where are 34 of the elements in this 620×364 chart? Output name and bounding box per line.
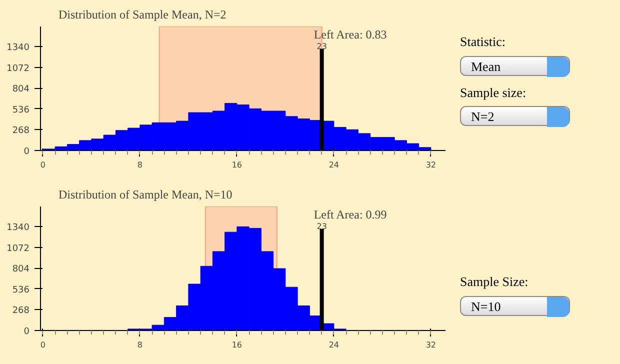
x-tick-label: 8	[137, 340, 142, 350]
text: Sample size:	[460, 84, 528, 102]
x-tick-label: 0	[40, 160, 46, 170]
y-tick-label: 1340	[6, 43, 30, 54]
y-tick-label: 804	[12, 264, 30, 275]
text: Sample Size:	[460, 273, 530, 291]
text: Mean	[460, 56, 570, 76]
text: Statistic:	[460, 33, 506, 51]
text: N=10	[460, 296, 570, 316]
ref-line-label: 23	[316, 42, 327, 51]
x-tick-label: 32	[426, 340, 436, 350]
text: N=2	[460, 106, 570, 126]
y-tick-label: 1072	[6, 64, 30, 74]
x-tick-label: 0	[40, 340, 46, 350]
chart-title: Distribution of Sample Mean, N=2	[58, 8, 226, 22]
y-tick-label: 536	[12, 105, 30, 116]
x-tick-label: 16	[232, 340, 242, 350]
y-tick-label: 1072	[6, 244, 30, 254]
y-tick-label: 0	[24, 147, 30, 157]
x-tick-label: 24	[328, 160, 340, 170]
y-tick-label: 1340	[6, 223, 30, 234]
annotation: Left Area: 0.83	[314, 27, 387, 42]
y-tick-label: 0	[24, 327, 30, 337]
chart-title: Distribution of Sample Mean, N=10	[58, 188, 232, 202]
y-tick-label: 268	[12, 306, 30, 316]
x-tick-label: 16	[232, 160, 242, 170]
ref-line-label: 23	[316, 222, 327, 231]
x-tick-label: 8	[137, 160, 142, 170]
annotation: Left Area: 0.99	[314, 207, 387, 222]
x-tick-label: 32	[426, 160, 436, 170]
y-tick-label: 268	[12, 126, 30, 136]
x-tick-label: 24	[328, 340, 340, 350]
y-tick-label: 804	[12, 84, 30, 95]
y-tick-label: 536	[12, 285, 30, 296]
